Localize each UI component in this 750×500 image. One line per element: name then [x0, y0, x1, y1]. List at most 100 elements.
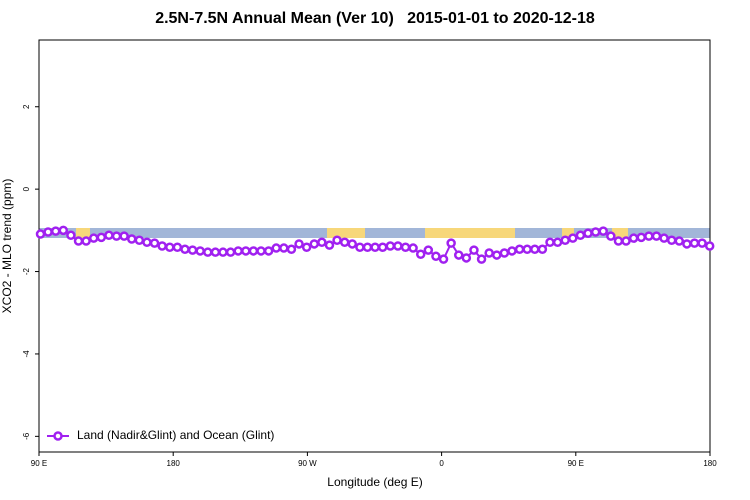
point: [514, 244, 525, 255]
y-tick-label: -6: [22, 432, 31, 440]
point: [537, 244, 548, 255]
point: [332, 235, 342, 245]
point: [400, 242, 411, 252]
point: [172, 242, 183, 252]
point: [552, 237, 563, 248]
point: [499, 248, 510, 258]
point: [469, 245, 479, 255]
point: [377, 242, 388, 252]
point: [104, 230, 114, 241]
legend-marker: [53, 431, 63, 441]
y-tick-label: 0: [22, 186, 31, 191]
land-ocean-mask: [39, 228, 710, 238]
point: [50, 226, 61, 236]
point: [187, 245, 198, 255]
y-tick-label: -2: [22, 267, 31, 275]
point: [385, 241, 396, 251]
point: [142, 237, 152, 248]
y-tick-label: -4: [22, 350, 31, 358]
x-tick-label: 0: [439, 459, 444, 468]
point: [438, 254, 449, 264]
point: [545, 237, 555, 248]
point: [362, 242, 373, 252]
point: [621, 236, 631, 246]
point: [522, 244, 532, 255]
point: [157, 241, 167, 251]
point: [301, 242, 312, 252]
point: [575, 230, 586, 241]
point: [507, 246, 517, 256]
x-tick-label: 90 E: [31, 459, 47, 468]
point: [180, 244, 190, 255]
point: [88, 233, 99, 243]
y-tick-label: 2: [22, 104, 31, 109]
x-axis-label: Longitude (deg E): [327, 475, 422, 489]
point: [697, 238, 707, 248]
point: [286, 244, 297, 255]
point: [598, 226, 608, 236]
point: [530, 244, 540, 255]
point: [134, 235, 145, 245]
point: [651, 231, 662, 241]
point: [225, 247, 236, 257]
point: [203, 247, 213, 257]
x-tick-label: 90 W: [298, 459, 317, 468]
point: [317, 237, 327, 248]
point: [666, 235, 677, 245]
point: [119, 231, 129, 241]
point: [248, 246, 259, 256]
ocean-band: [39, 228, 710, 238]
point: [218, 247, 228, 257]
legend-label: Land (Nadir&Glint) and Ocean (Glint): [77, 428, 274, 442]
land-patch: [425, 228, 515, 238]
point: [590, 227, 601, 237]
point: [279, 243, 289, 253]
point: [674, 236, 685, 246]
point: [606, 231, 616, 241]
chart-title: 2.5N-7.5N Annual Mean (Ver 10) 2015-01-0…: [155, 10, 595, 27]
point: [309, 239, 320, 249]
point: [66, 230, 76, 241]
point: [704, 241, 715, 251]
land-patch: [562, 228, 574, 238]
point: [347, 239, 358, 249]
point: [111, 231, 122, 241]
point: [241, 246, 251, 256]
point: [324, 240, 335, 250]
point: [256, 246, 266, 256]
point: [628, 233, 639, 243]
point: [484, 248, 494, 258]
point: [81, 236, 91, 246]
point: [73, 236, 84, 246]
point: [453, 250, 464, 260]
point: [568, 233, 578, 243]
point: [271, 243, 281, 253]
point: [644, 231, 654, 241]
land-patch: [76, 228, 90, 238]
point: [431, 251, 441, 262]
point: [393, 241, 403, 251]
point: [43, 227, 53, 237]
point: [294, 239, 304, 249]
point: [476, 254, 487, 264]
land-patch: [612, 228, 628, 238]
point: [613, 236, 624, 246]
point: [35, 229, 46, 239]
point: [461, 253, 472, 263]
point: [96, 232, 107, 243]
point: [408, 243, 418, 253]
point: [165, 242, 175, 252]
y-axis-label: XCO2 - MLO trend (ppm): [0, 179, 14, 314]
point: [659, 233, 669, 243]
point: [423, 245, 434, 255]
point: [492, 250, 502, 260]
point: [682, 239, 692, 249]
x-tick-label: 90 E: [568, 459, 584, 468]
point: [126, 234, 137, 244]
point: [689, 238, 700, 248]
point: [636, 232, 647, 243]
point: [149, 238, 160, 248]
point: [583, 228, 593, 238]
point: [339, 237, 350, 248]
